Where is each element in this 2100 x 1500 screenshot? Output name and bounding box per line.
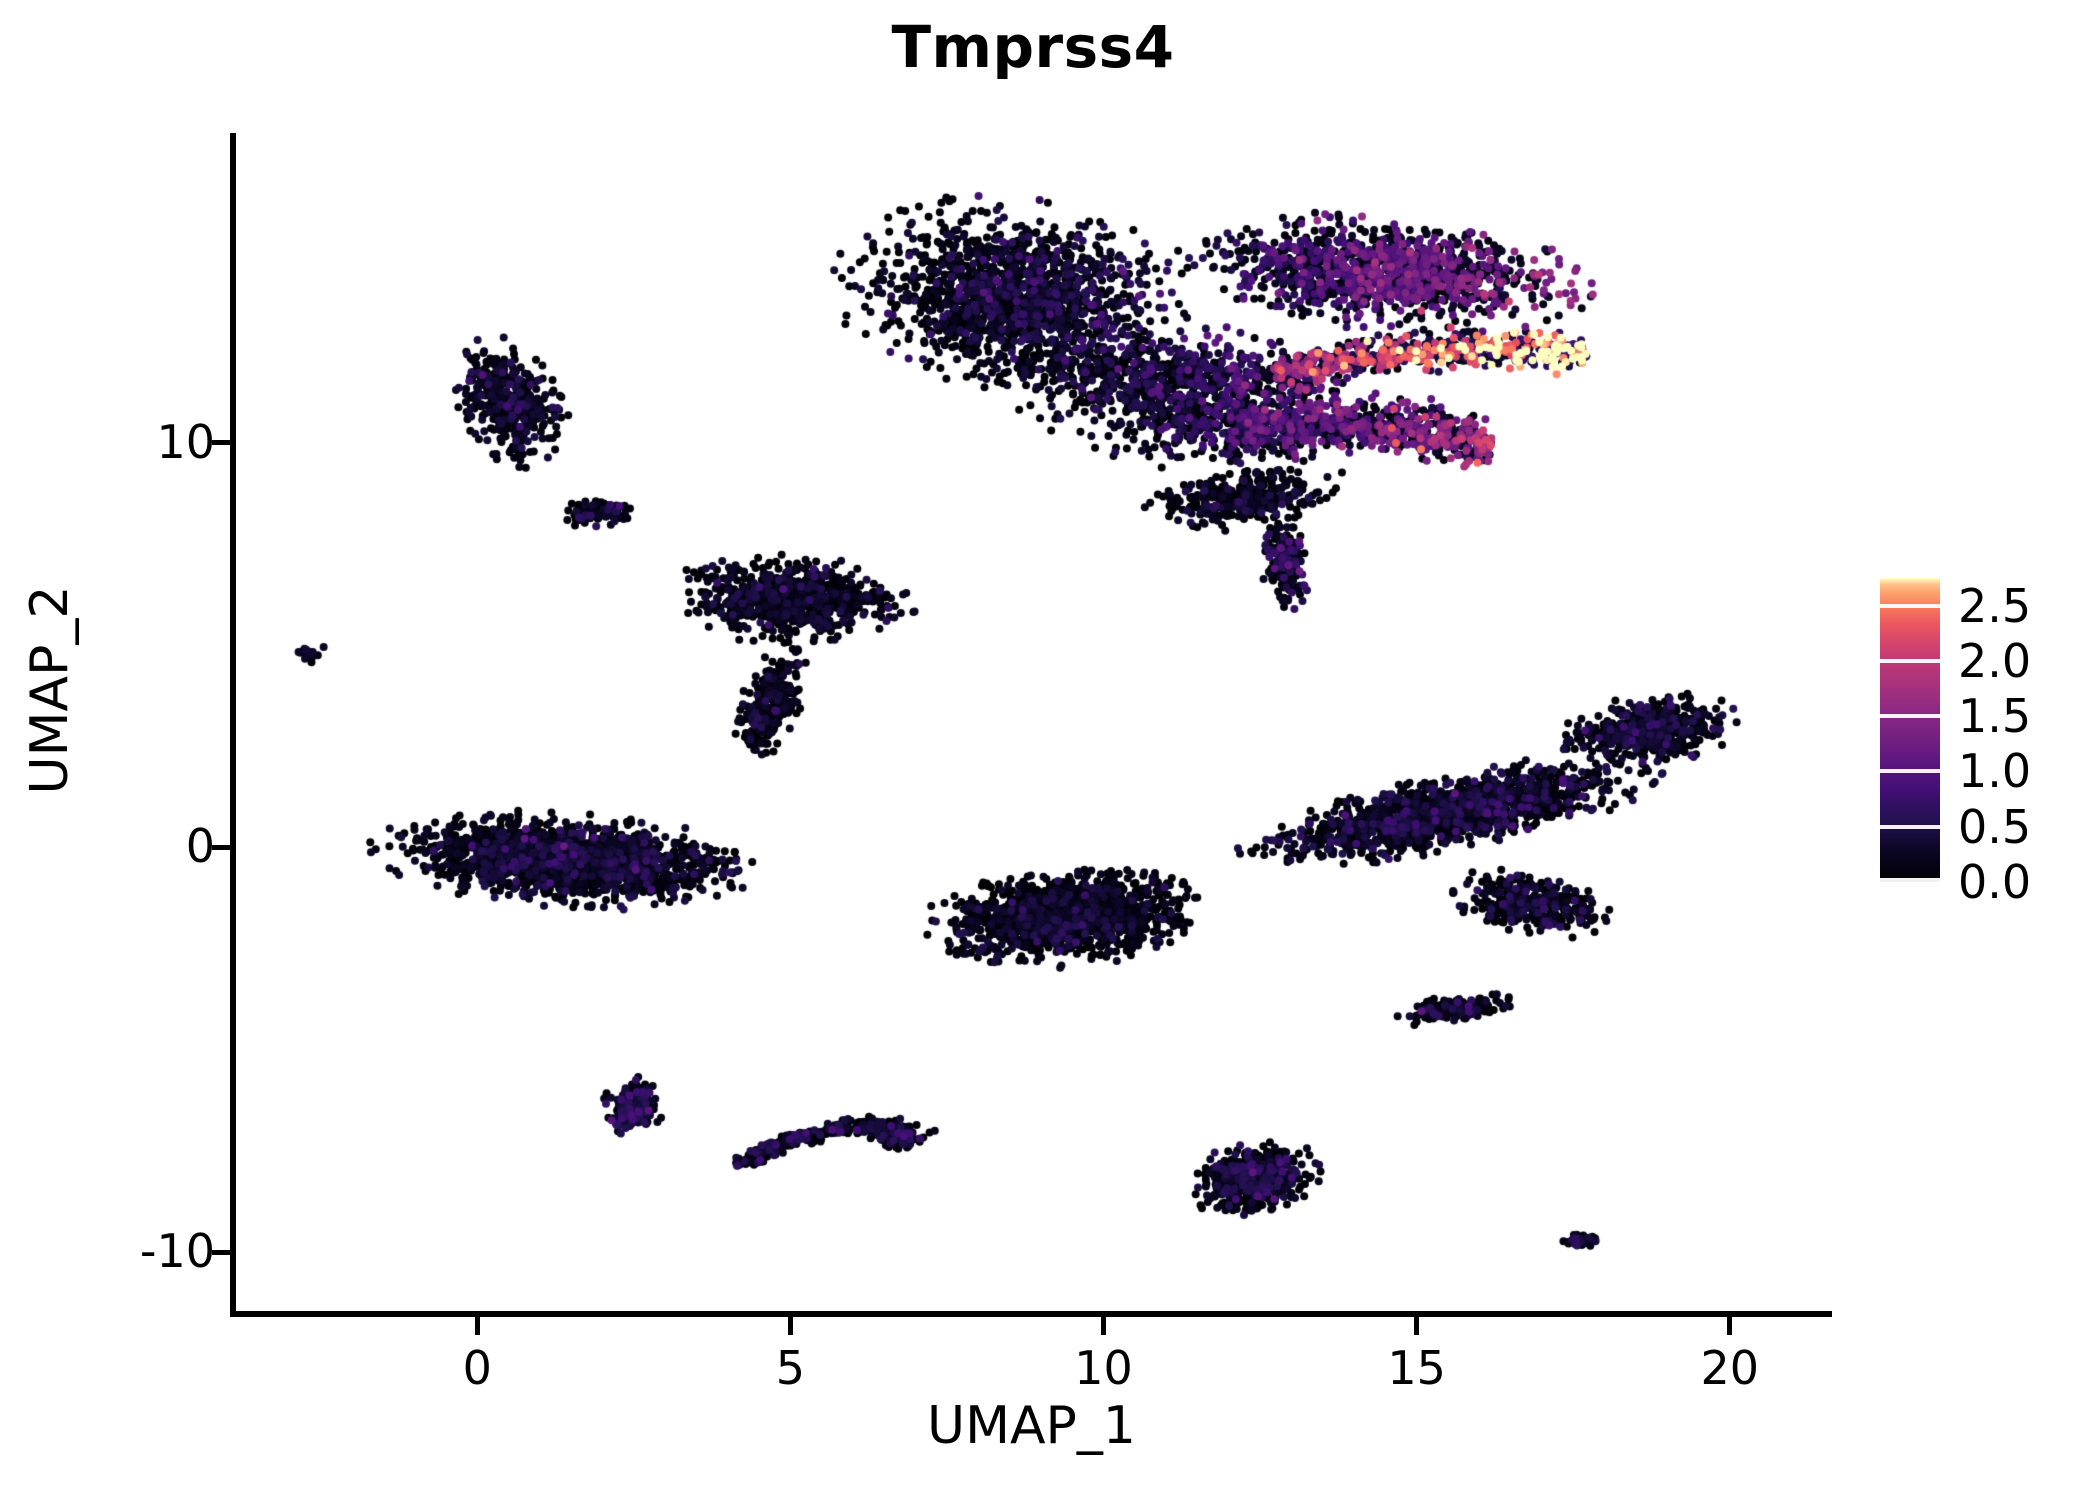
colorbar-tick-mark <box>1880 603 1940 608</box>
x-tick-mark <box>1727 1317 1733 1335</box>
colorbar-tick-label: 1.5 <box>1958 689 2032 744</box>
y-tick-mark <box>212 844 230 850</box>
scatter-plot-canvas <box>233 135 1830 1313</box>
y-tick-mark <box>212 1249 230 1255</box>
colorbar-tick-mark <box>1880 878 1940 882</box>
colorbar-tick-label: 0.0 <box>1958 855 2032 909</box>
x-tick-label: 10 <box>1074 1341 1133 1395</box>
y-axis-label: UMAP_2 <box>20 585 80 795</box>
colorbar-tick-label: 2.0 <box>1958 633 2032 688</box>
colorbar-gradient-strip <box>1880 578 1940 882</box>
y-tick-mark <box>212 440 230 446</box>
colorbar-tick-mark <box>1880 658 1940 663</box>
colorbar-tick-label: 2.5 <box>1958 578 2032 633</box>
colorbar-tick-mark <box>1880 824 1940 829</box>
plot-axes-area <box>233 135 1830 1313</box>
x-tick-mark <box>1414 1317 1420 1335</box>
y-tick-label: 0 <box>185 819 215 874</box>
page-title: Tmprss4 <box>891 13 1175 81</box>
x-tick-mark <box>787 1317 793 1335</box>
x-tick-label: 0 <box>462 1341 492 1395</box>
colorbar-tick-mark <box>1880 714 1940 719</box>
y-tick-label: -10 <box>139 1224 215 1279</box>
x-tick-label: 20 <box>1700 1341 1760 1395</box>
colorbar-tick-label: 1.0 <box>1958 744 2032 799</box>
x-axis-spine <box>230 1311 1832 1317</box>
colorbar-tick-mark <box>1880 769 1940 774</box>
colorbar-tick-label: 0.5 <box>1958 799 2032 854</box>
x-tick-mark <box>1101 1317 1107 1335</box>
y-axis-spine <box>230 133 236 1317</box>
y-tick-label: 10 <box>156 414 215 469</box>
x-tick-mark <box>474 1317 480 1335</box>
x-axis-label: UMAP_1 <box>927 1396 1136 1456</box>
x-tick-label: 5 <box>775 1341 806 1395</box>
colorbar-legend: 0.0 0.5 1.0 1.5 2.0 2.5 <box>1880 578 2080 905</box>
x-tick-label: 15 <box>1387 1341 1446 1395</box>
